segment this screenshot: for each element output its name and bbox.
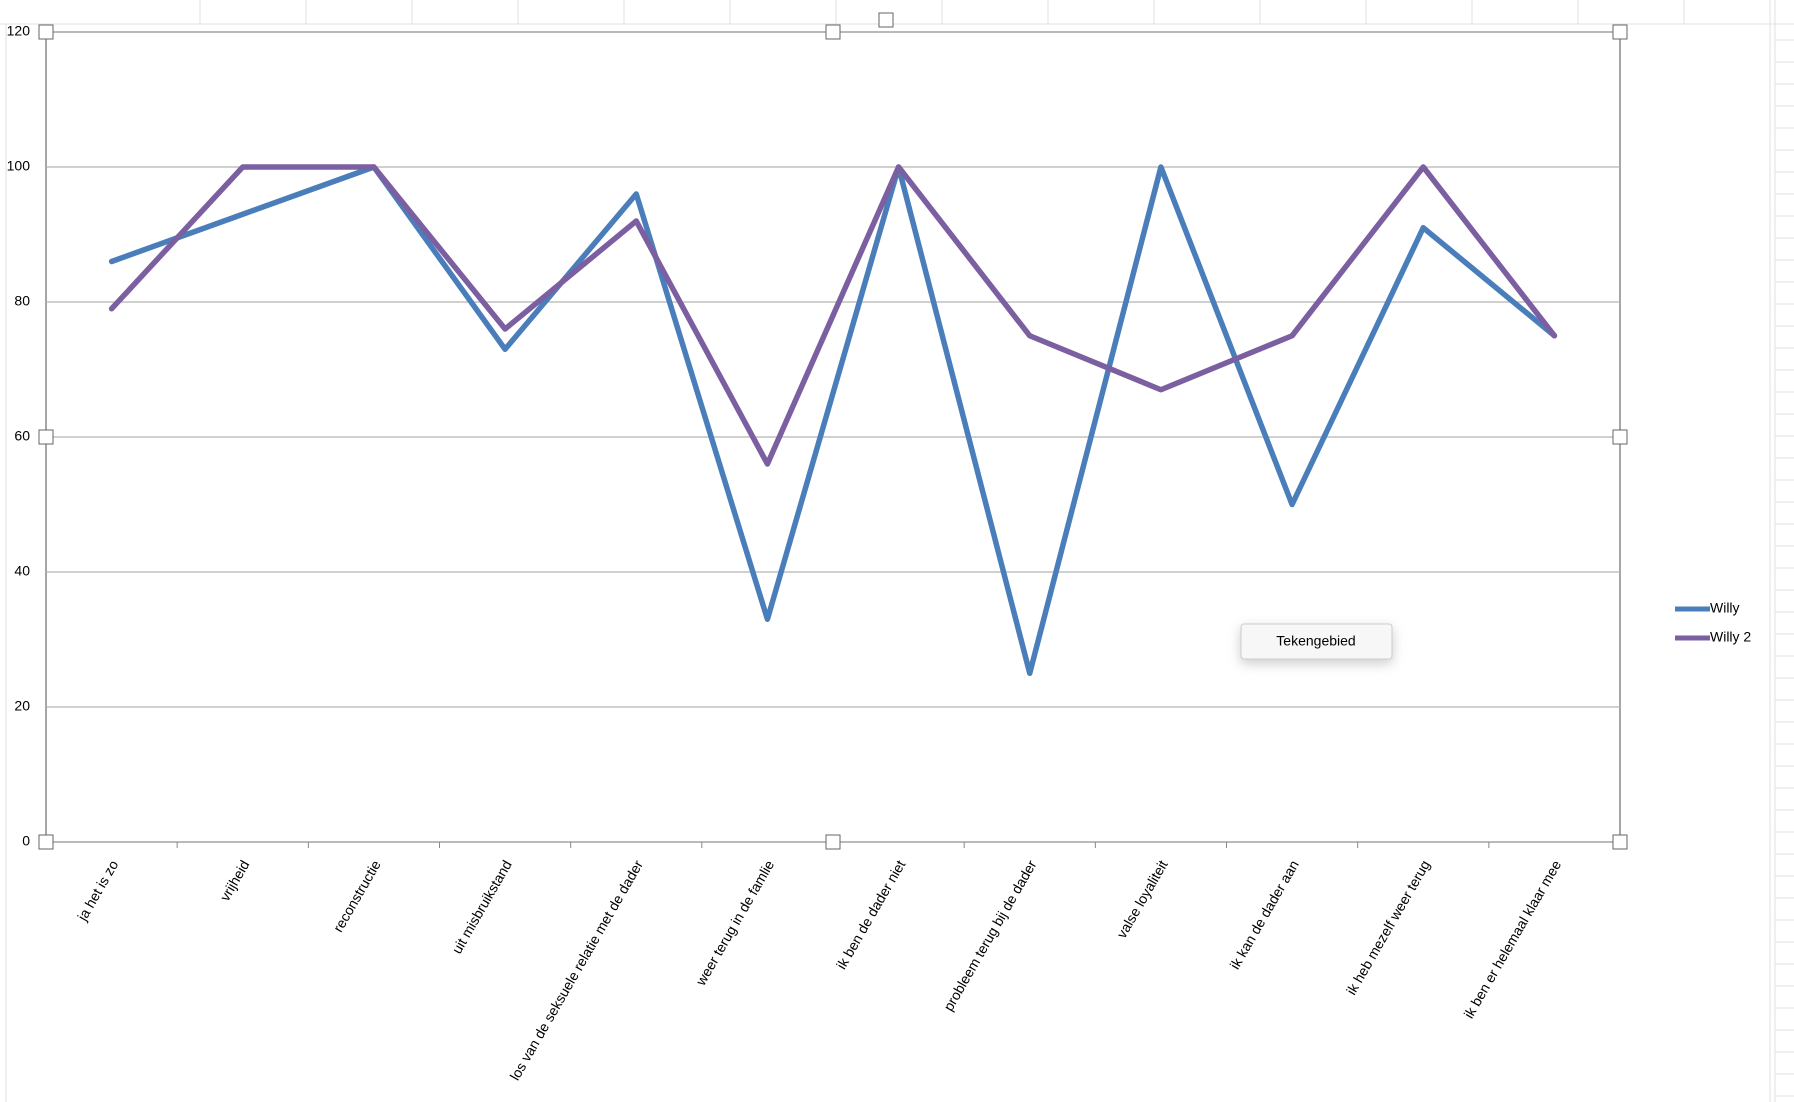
y-tick-label: 20	[14, 698, 30, 714]
resize-handle	[825, 834, 841, 850]
resize-handle	[38, 24, 54, 40]
x-tick-label: ja het is zo	[74, 857, 122, 924]
y-tick-label: 100	[7, 158, 31, 174]
resize-handle	[825, 24, 841, 40]
y-tick-label: 0	[22, 833, 30, 849]
x-tick-label: reconstructie	[330, 857, 384, 935]
x-tick-label: uit misbruikstand	[449, 857, 515, 956]
y-tick-label: 60	[14, 428, 30, 444]
tooltip: Tekengebied	[1240, 623, 1393, 660]
resize-handle	[38, 429, 54, 445]
y-tick-label: 120	[7, 23, 31, 39]
x-tick-label: los van de seksuele relatie met de dader	[507, 857, 647, 1083]
x-tick-label: weer terug in de famlie	[692, 857, 777, 989]
tooltip-box	[1240, 623, 1393, 660]
series-line	[108, 164, 1558, 676]
x-tick-label: ik kan de dader aan	[1227, 857, 1302, 972]
x-tick-label: ik ben er helemaal klaar mee	[1460, 857, 1564, 1021]
x-tick-label: probleem terug bij de dader	[940, 857, 1040, 1014]
resize-handle	[38, 834, 54, 850]
series-line	[108, 164, 1558, 467]
resize-handle	[1612, 429, 1628, 445]
legend-label: Willy 2	[1710, 629, 1751, 645]
x-tick-label: valse loyaliteit	[1113, 857, 1170, 941]
y-tick-label: 40	[14, 563, 30, 579]
resize-handle	[1612, 24, 1628, 40]
x-tick-label: ik ben de dader niet	[833, 857, 908, 972]
tooltip-text: Tekengebied	[1276, 633, 1355, 649]
resize-handle	[1612, 834, 1628, 850]
x-tick-label: ik heb mezelf weer terug	[1343, 857, 1433, 997]
resize-handle	[878, 12, 894, 28]
y-tick-label: 80	[14, 293, 30, 309]
x-tick-label: vrijheid	[217, 857, 253, 903]
legend-label: Willy	[1710, 600, 1740, 616]
